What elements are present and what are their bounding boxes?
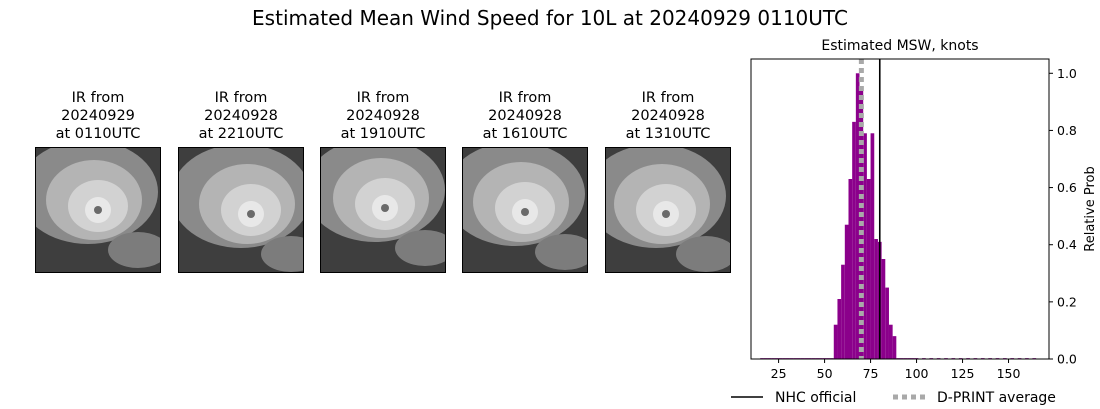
ir-label-time: at 2210UTC: [198, 126, 284, 142]
plot-frame: [750, 58, 1050, 360]
histogram-bar: [852, 121, 856, 359]
x-tick-label: 100: [905, 366, 929, 381]
histogram-bar: [870, 133, 875, 359]
y-tick-label: 1.0: [1057, 66, 1077, 81]
histogram-bar: [888, 324, 893, 359]
ir-label-date: 20240928: [204, 108, 278, 124]
ir-panel-label: IR from 20240928 at 1310UTC: [585, 89, 751, 143]
x-tick-label: 25: [771, 366, 787, 381]
x-tick-label: 50: [817, 366, 833, 381]
histogram-bar: [848, 179, 853, 359]
ir-satellite-image: [462, 147, 588, 273]
ir-panel-label: IR from 20240928 at 2210UTC: [158, 89, 324, 143]
legend: NHC official D-PRINT average: [731, 390, 1056, 406]
ir-satellite-image: [35, 147, 161, 273]
legend-label: NHC official: [775, 390, 856, 406]
y-tick-label: 0.0: [1057, 352, 1077, 367]
ir-panel-label: IR from 20240929 at 0110UTC: [15, 89, 181, 143]
histogram-bar: [874, 239, 878, 359]
y-tick-label: 0.6: [1057, 180, 1077, 195]
ir-label-date: 20240928: [346, 108, 420, 124]
y-axis-ticks: 0.0 0.2 0.4 0.6 0.8 1.0: [1049, 66, 1077, 367]
histogram-bars: [760, 73, 1037, 360]
ir-label-date: 20240928: [631, 108, 705, 124]
ir-label-line1: IR from: [498, 90, 552, 106]
reference-lines: [858, 59, 881, 359]
ir-label-date: 20240928: [488, 108, 562, 124]
ir-label-line1: IR from: [641, 90, 695, 106]
chart-title: Estimated MSW, knots: [821, 38, 978, 54]
ir-satellite-image: [605, 147, 731, 273]
histogram-bar: [837, 299, 842, 359]
ir-label-line1: IR from: [214, 90, 268, 106]
histogram-bar: [885, 287, 889, 359]
ir-satellite-image: [178, 147, 304, 273]
x-tick-label: 125: [951, 366, 975, 381]
ir-label-date: 20240929: [61, 108, 135, 124]
y-axis-label: Relative Prob: [1083, 166, 1098, 251]
ir-label-line1: IR from: [356, 90, 410, 106]
histogram-bar: [881, 259, 886, 359]
histogram-bar: [833, 324, 838, 359]
ir-label-time: at 1610UTC: [482, 126, 568, 142]
histogram-bar: [855, 73, 860, 360]
x-axis-ticks: 25 50 75 100 125 150: [771, 359, 1021, 381]
y-tick-label: 0.8: [1057, 123, 1077, 138]
x-tick-label: 75: [863, 366, 879, 381]
x-tick-label: 150: [997, 366, 1021, 381]
ir-label-time: at 0110UTC: [55, 126, 141, 142]
histogram-bar: [841, 264, 845, 359]
page-title: Estimated Mean Wind Speed for 10L at 202…: [252, 6, 848, 30]
ir-label-time: at 1910UTC: [340, 126, 426, 142]
ir-satellite-image: [320, 147, 446, 273]
ir-panel-label: IR from 20240928 at 1610UTC: [442, 89, 608, 143]
ir-label-time: at 1310UTC: [625, 126, 711, 142]
y-tick-label: 0.4: [1057, 237, 1077, 252]
y-tick-label: 0.2: [1057, 294, 1077, 309]
legend-label: D-PRINT average: [937, 390, 1056, 406]
histogram-bar: [844, 224, 849, 359]
histogram-bar: [892, 336, 897, 359]
histogram-bar: [863, 133, 867, 359]
ir-label-line1: IR from: [71, 90, 125, 106]
ir-panel-label: IR from 20240928 at 1910UTC: [300, 89, 466, 143]
histogram-bar: [866, 179, 871, 359]
